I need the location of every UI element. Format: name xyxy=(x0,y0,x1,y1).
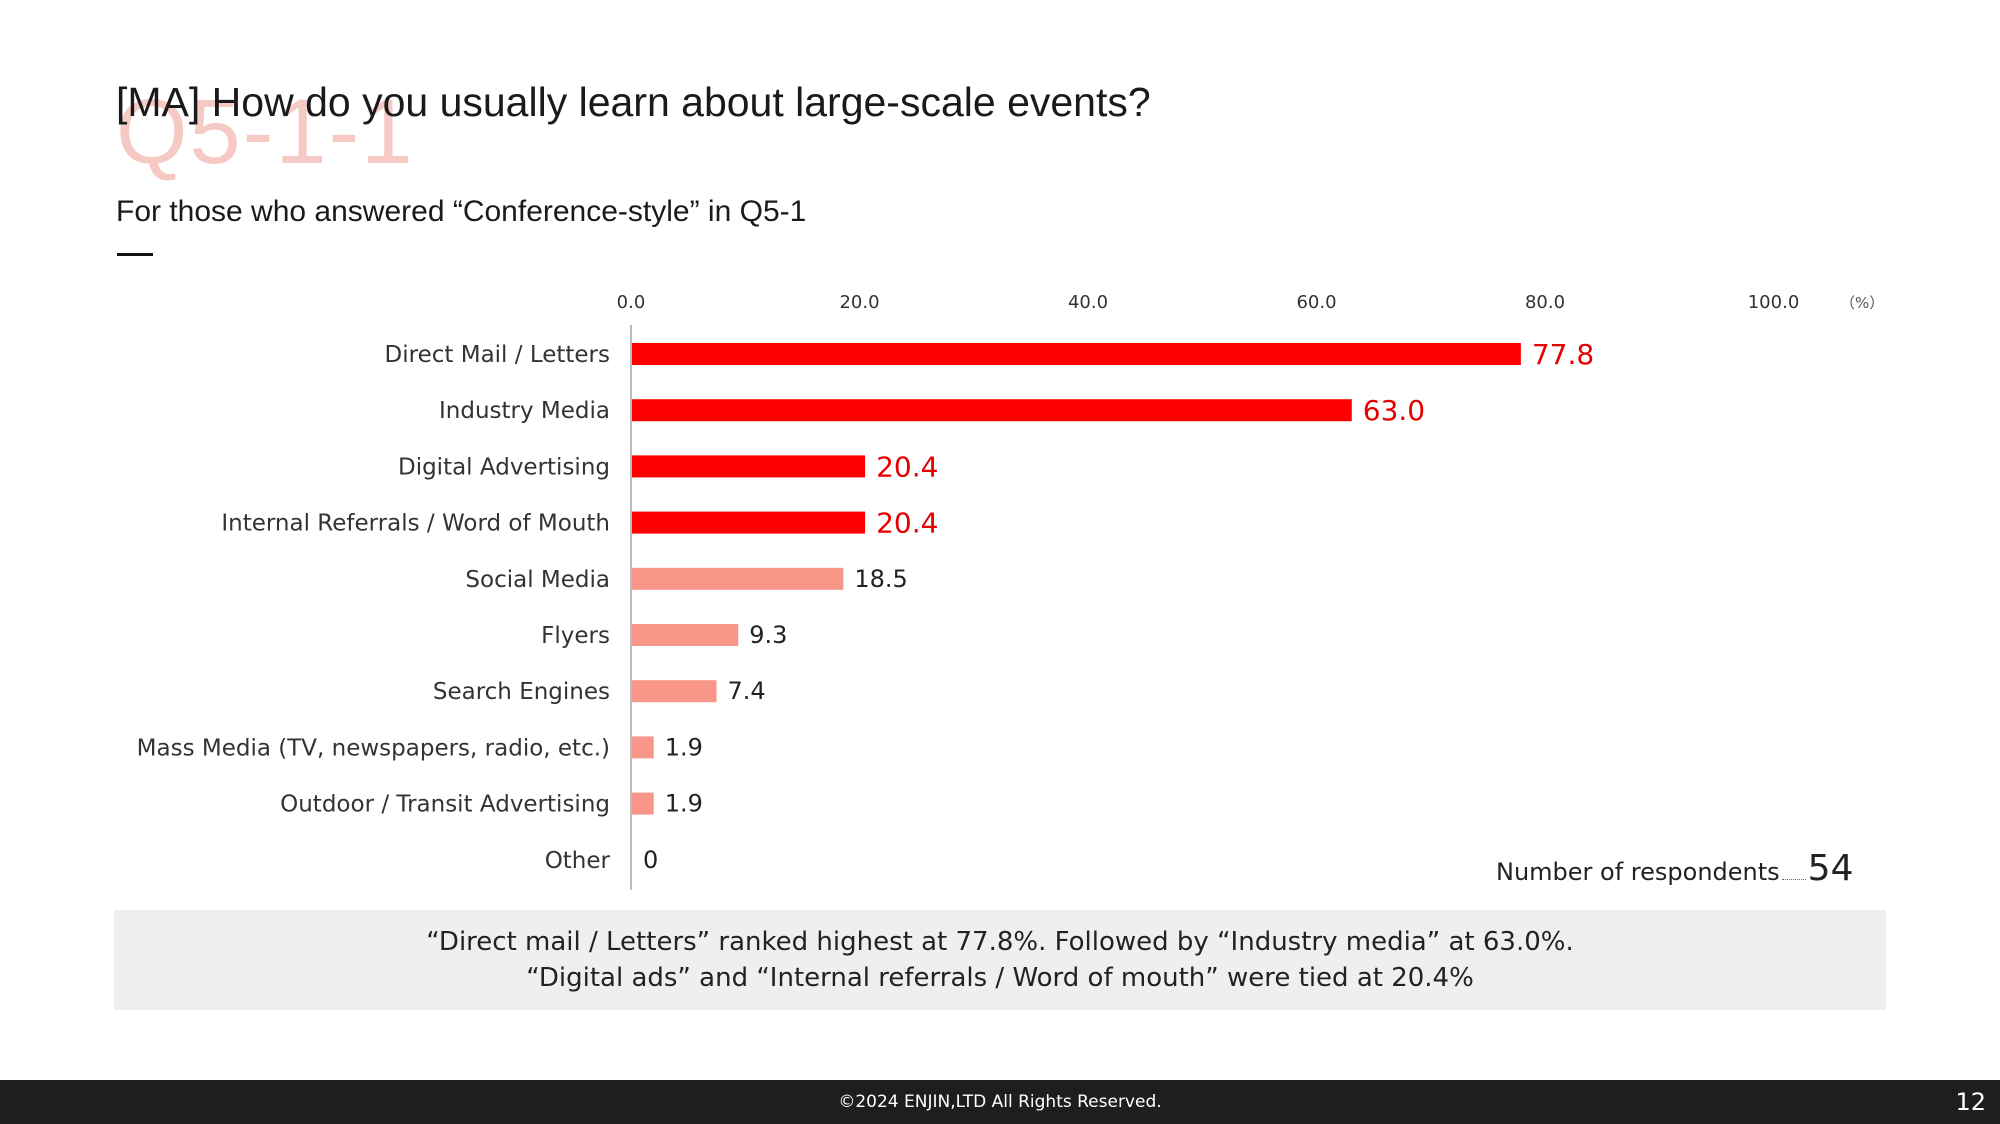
bar xyxy=(632,455,866,478)
category-label: Direct Mail / Letters xyxy=(385,342,610,368)
respondents-label: Number of respondents xyxy=(1496,858,1780,886)
category-label: Flyers xyxy=(541,623,610,649)
slide-subtitle: For those who answered “Conference-style… xyxy=(116,195,807,228)
bar xyxy=(632,511,866,534)
category-label: Other xyxy=(545,848,611,874)
subtitle-divider xyxy=(117,253,153,256)
value-label: 63.0 xyxy=(1363,394,1425,427)
summary-line-2: “Digital ads” and “Internal referrals / … xyxy=(526,963,1474,993)
axis-unit-label: （%） xyxy=(1840,294,1884,312)
bar xyxy=(632,680,717,703)
page-number: 12 xyxy=(1955,1088,1986,1116)
bar xyxy=(632,624,739,646)
slide-title: [MA] How do you usually learn about larg… xyxy=(116,79,1151,125)
value-label: 20.4 xyxy=(876,507,938,540)
bar xyxy=(632,343,1521,365)
bar xyxy=(632,567,844,590)
value-label: 1.9 xyxy=(665,733,703,761)
category-label: Digital Advertising xyxy=(398,454,610,480)
category-label: Social Media xyxy=(465,567,610,593)
category-label: Outdoor / Transit Advertising xyxy=(280,792,610,818)
bar xyxy=(632,792,654,815)
summary-box: “Direct mail / Letters” ranked highest a… xyxy=(114,910,1886,1010)
value-label: 9.3 xyxy=(749,621,787,649)
bar xyxy=(632,736,654,759)
footer-copyright: ©2024 ENJIN,LTD All Rights Reserved. xyxy=(838,1092,1162,1112)
x-tick-label: 100.0 xyxy=(1748,292,1800,313)
bar-chart: 0.0 20.0 40.0 60.0 80.0 100.0 （%） Direct Mail /… xyxy=(137,292,1884,890)
category-label: Search Engines xyxy=(433,679,610,705)
slide-watermark: Q5-1-1 xyxy=(116,81,415,183)
respondents-count: 54 xyxy=(1807,848,1854,889)
x-tick-label: 0.0 xyxy=(617,292,646,313)
category-label: Internal Referrals / Word of Mouth xyxy=(221,511,610,537)
respondents-note: Number of respondents 54 xyxy=(1496,848,1853,889)
category-label: Industry Media xyxy=(439,398,610,424)
value-label: 77.8 xyxy=(1532,338,1594,371)
value-label: 18.5 xyxy=(854,565,907,593)
x-tick-label: 80.0 xyxy=(1525,292,1565,313)
value-label: 1.9 xyxy=(665,790,703,818)
x-tick-label: 20.0 xyxy=(839,292,879,313)
value-label: 7.4 xyxy=(728,677,766,705)
respondents-separator xyxy=(1781,879,1806,880)
footer-bar: ©2024 ENJIN,LTD All Rights Reserved. 12 xyxy=(0,1080,2000,1124)
value-label: 0 xyxy=(643,846,658,874)
category-label: Mass Media (TV, newspapers, radio, etc.) xyxy=(137,735,610,761)
summary-line-1: “Direct mail / Letters” ranked highest a… xyxy=(426,926,1574,957)
value-label: 20.4 xyxy=(876,450,938,483)
bar xyxy=(632,399,1352,422)
x-tick-label: 40.0 xyxy=(1068,292,1108,313)
x-tick-label: 60.0 xyxy=(1296,292,1336,313)
